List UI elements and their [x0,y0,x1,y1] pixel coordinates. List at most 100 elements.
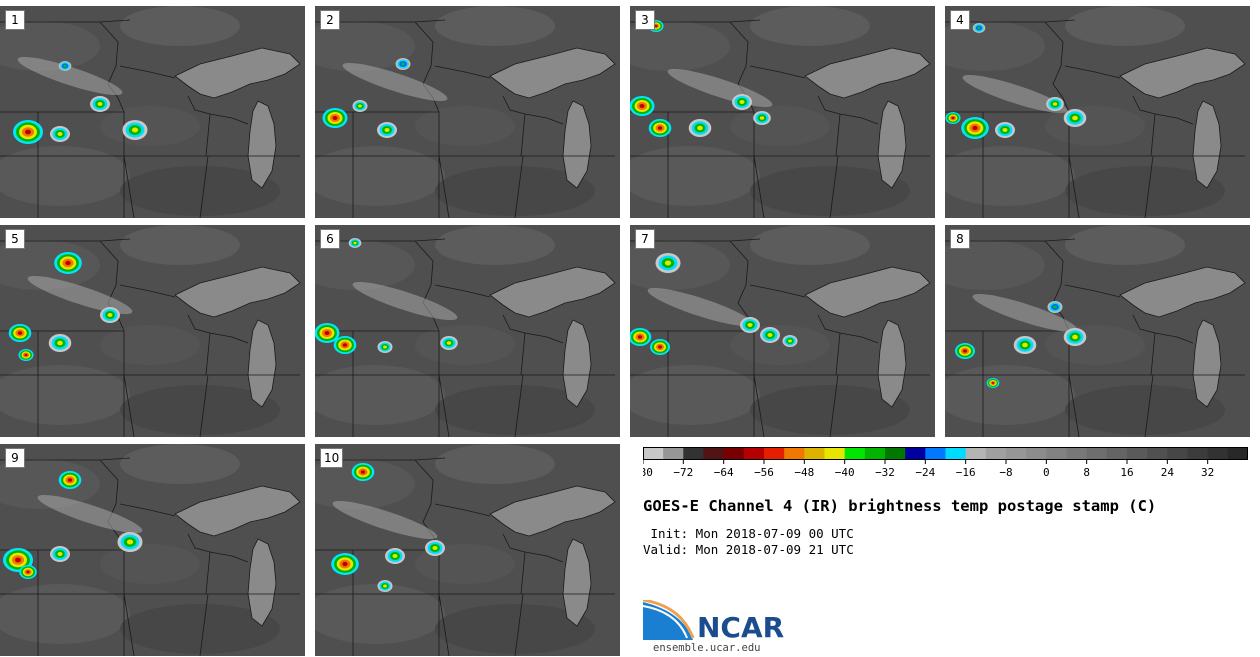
colorbar-swatch [985,447,1007,460]
cloud-shape [788,339,792,343]
land-texture [630,21,730,71]
land-texture [750,225,870,265]
colorbar-swatch [965,447,987,460]
colorbar-swatch [1086,447,1108,460]
ncar-logo-icon [643,600,695,640]
state-border [1068,155,1080,218]
stamp-panel-8: 8 [945,225,1250,437]
ncar-url: ensemble.ucar.edu [653,642,761,654]
state-border [1064,65,1121,79]
colorbar-tick-label: −32 [875,466,895,479]
panel-number: 9 [5,448,25,468]
stamp-panel-6: 6 [315,225,620,437]
figure-title: GOES-E Channel 4 (IR) brightness temp po… [643,497,1157,515]
lake-superior [174,485,301,537]
state-border [835,332,841,376]
panel-number: 6 [320,229,340,249]
land-texture [120,444,240,484]
panel-number: 4 [950,10,970,30]
state-border [119,284,176,298]
land-texture [435,604,595,654]
cloud-shape [57,132,63,136]
cloud-shape [739,100,745,104]
cloud-shape [654,24,658,28]
cloud-shape [392,554,398,558]
colorbar-swatch [643,447,664,460]
land-texture [0,365,130,425]
cloud-shape [401,62,405,66]
panel-number: 8 [950,229,970,249]
cloud-shape [759,116,765,120]
cloud-shape [1052,102,1058,106]
cloud-shape [697,125,703,131]
lake-michigan [562,319,592,408]
init-time: Init: Mon 2018-07-09 00 UTC [643,526,854,541]
stamp-panel-10: 10 [315,444,620,656]
map-svg [0,444,301,656]
colorbar-swatch [864,447,886,460]
state-border [520,113,526,157]
lake-superior [489,47,616,99]
panel-number: 5 [5,229,25,249]
map-svg [630,225,931,437]
cloud-shape [15,557,21,563]
cloud-shape [446,341,452,345]
stamp-panel-7: 7 [630,225,935,437]
colorbar-swatch [1026,447,1047,460]
cloud-shape [664,260,672,266]
colorbar-swatch [1066,447,1088,460]
state-border [434,503,491,517]
cloud-shape [358,104,362,108]
state-border [199,155,209,218]
land-texture [0,240,100,290]
colorbar-swatch [804,447,825,460]
lake-superior [174,47,301,99]
land-texture [1065,385,1225,435]
land-texture [750,6,870,46]
colorbar-tick-label: −24 [915,466,935,479]
land-texture [945,146,1075,206]
stamp-panel-1: 1 [0,6,305,218]
colorbar-swatch [1046,447,1067,460]
land-texture [435,166,595,216]
cloud-streak [27,275,133,315]
lake-superior [489,266,616,318]
lake-michigan [877,100,907,189]
cloud-shape [383,584,387,588]
cloud-shape [767,333,773,337]
cloud-shape [1072,334,1078,340]
land-texture [435,385,595,435]
map-svg [0,6,301,218]
state-border [199,374,209,437]
colorbar-swatch [683,447,704,460]
lake-michigan [247,538,277,627]
land-texture [1065,6,1185,46]
land-texture [750,166,910,216]
land-texture [945,21,1045,71]
state-border [1144,374,1154,437]
state-border [434,284,491,298]
cloud-shape [332,116,338,120]
land-texture [415,106,515,146]
state-border [520,332,526,376]
colorbar-tick-label: 32 [1201,466,1214,479]
panel-number: 1 [5,10,25,30]
colorbar-tick-label: −8 [999,466,1012,479]
land-texture [435,444,555,484]
colorbar-tick-label: 8 [1083,466,1090,479]
cloud-shape [342,561,348,567]
cloud-streak [962,74,1068,114]
map-svg [630,6,931,218]
cloud-shape [342,343,348,347]
colorbar-swatch [663,447,684,460]
lake-superior [804,266,931,318]
cloud-shape [126,539,134,545]
cloud-streak [332,500,438,540]
state-border [749,65,806,79]
valid-time: Valid: Mon 2018-07-09 21 UTC [643,542,854,557]
colorbar-swatch [703,447,725,460]
colorbar-tick-label: −40 [835,466,855,479]
cloud-shape [324,331,330,335]
colorbar-swatch [1207,447,1229,460]
colorbar-swatch [764,447,785,460]
